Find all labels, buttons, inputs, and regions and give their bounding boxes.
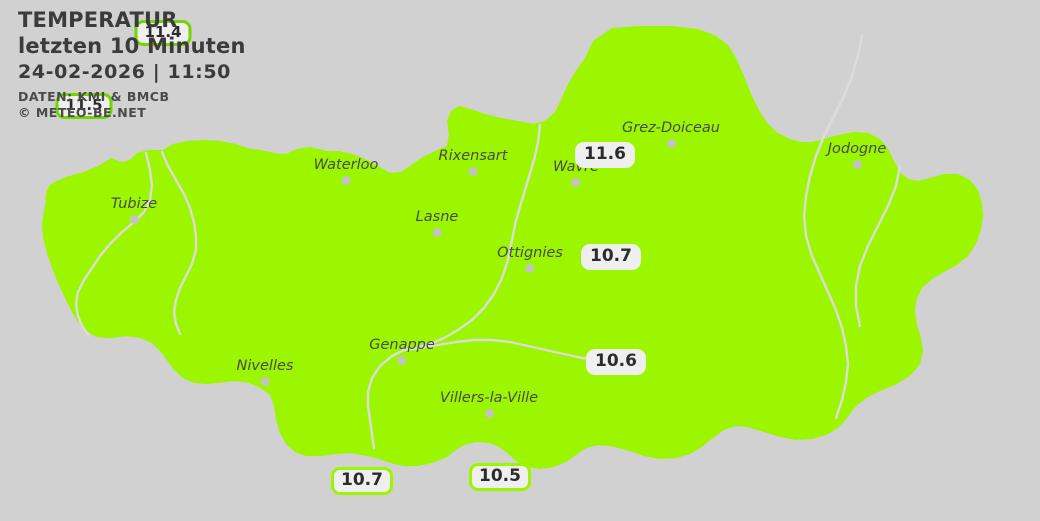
temperature-badge[interactable]: 10.6: [586, 349, 646, 375]
temperature-badge[interactable]: 10.7: [581, 244, 641, 270]
temperature-badge[interactable]: 11.4: [134, 20, 192, 46]
boundary-line-center: [402, 123, 542, 352]
province-detailed: [42, 26, 982, 468]
boundary-line-genappe-east: [402, 338, 602, 362]
province-fill-accurate[interactable]: [42, 26, 982, 468]
temperature-badge[interactable]: 11.5: [55, 93, 113, 119]
boundary-line-west: [74, 151, 154, 336]
boundary-line-tubize: [160, 150, 198, 336]
map-boundary-lines: [74, 34, 902, 450]
boundary-line-genappe: [366, 348, 406, 450]
temperature-badge[interactable]: 10.7: [331, 467, 393, 495]
boundary-line-northeast: [854, 164, 902, 328]
boundary-line-east: [802, 34, 864, 420]
temperature-badge[interactable]: 11.6: [575, 142, 635, 168]
temperature-badge[interactable]: 10.5: [469, 463, 531, 491]
